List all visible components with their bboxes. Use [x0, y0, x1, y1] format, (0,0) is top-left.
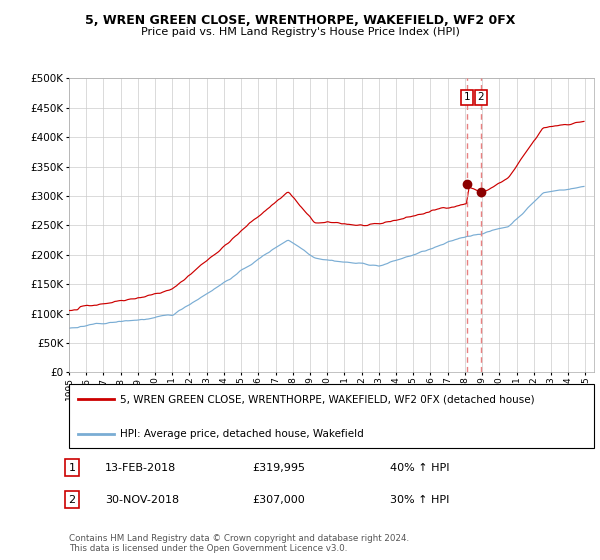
Text: 1: 1	[68, 463, 76, 473]
Text: Price paid vs. HM Land Registry's House Price Index (HPI): Price paid vs. HM Land Registry's House …	[140, 27, 460, 37]
Text: 5, WREN GREEN CLOSE, WRENTHORPE, WAKEFIELD, WF2 0FX (detached house): 5, WREN GREEN CLOSE, WRENTHORPE, WAKEFIE…	[120, 394, 535, 404]
Text: 30-NOV-2018: 30-NOV-2018	[105, 494, 179, 505]
Text: £307,000: £307,000	[252, 494, 305, 505]
Text: 40% ↑ HPI: 40% ↑ HPI	[390, 463, 449, 473]
Text: £319,995: £319,995	[252, 463, 305, 473]
Text: Contains HM Land Registry data © Crown copyright and database right 2024.
This d: Contains HM Land Registry data © Crown c…	[69, 534, 409, 553]
Text: 13-FEB-2018: 13-FEB-2018	[105, 463, 176, 473]
Text: 2: 2	[68, 494, 76, 505]
Text: 30% ↑ HPI: 30% ↑ HPI	[390, 494, 449, 505]
Text: HPI: Average price, detached house, Wakefield: HPI: Average price, detached house, Wake…	[120, 429, 364, 438]
Text: 5, WREN GREEN CLOSE, WRENTHORPE, WAKEFIELD, WF2 0FX: 5, WREN GREEN CLOSE, WRENTHORPE, WAKEFIE…	[85, 14, 515, 27]
Text: 1: 1	[464, 92, 470, 102]
Text: 2: 2	[478, 92, 484, 102]
